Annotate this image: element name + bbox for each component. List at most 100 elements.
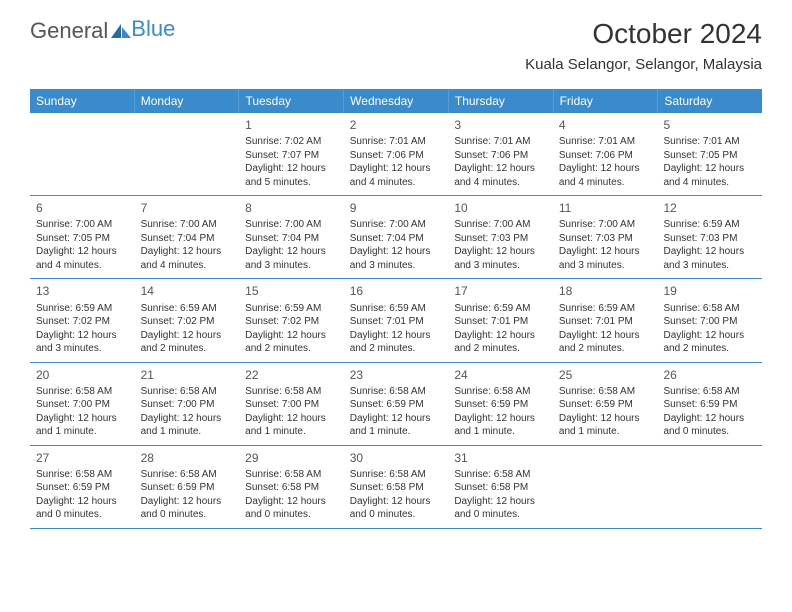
daylight-text: Daylight: 12 hours	[245, 162, 338, 176]
day-cell: 23Sunrise: 6:58 AMSunset: 6:59 PMDayligh…	[344, 363, 449, 445]
day-number: 29	[245, 450, 338, 466]
sunrise-text: Sunrise: 6:59 AM	[663, 218, 756, 232]
sunset-text: Sunset: 6:59 PM	[454, 398, 547, 412]
daylight-text: Daylight: 12 hours	[559, 245, 652, 259]
daylight-text: Daylight: 12 hours	[663, 329, 756, 343]
sunrise-text: Sunrise: 6:58 AM	[36, 385, 129, 399]
day-number: 6	[36, 200, 129, 216]
daylight-text: and 4 minutes.	[663, 176, 756, 190]
sunrise-text: Sunrise: 7:00 AM	[245, 218, 338, 232]
sunrise-text: Sunrise: 7:00 AM	[36, 218, 129, 232]
week-row: 6Sunrise: 7:00 AMSunset: 7:05 PMDaylight…	[30, 196, 762, 279]
daylight-text: and 3 minutes.	[559, 259, 652, 273]
daylight-text: Daylight: 12 hours	[559, 329, 652, 343]
day-number: 2	[350, 117, 443, 133]
daylight-text: Daylight: 12 hours	[454, 495, 547, 509]
day-cell: 9Sunrise: 7:00 AMSunset: 7:04 PMDaylight…	[344, 196, 449, 278]
day-number: 10	[454, 200, 547, 216]
daylight-text: and 1 minute.	[454, 425, 547, 439]
day-number: 23	[350, 367, 443, 383]
day-number: 14	[141, 283, 234, 299]
daylight-text: and 3 minutes.	[350, 259, 443, 273]
week-row: 27Sunrise: 6:58 AMSunset: 6:59 PMDayligh…	[30, 446, 762, 529]
daylight-text: Daylight: 12 hours	[36, 245, 129, 259]
day-cell	[30, 113, 135, 195]
sunrise-text: Sunrise: 7:00 AM	[559, 218, 652, 232]
day-number: 4	[559, 117, 652, 133]
calendar: Sunday Monday Tuesday Wednesday Thursday…	[30, 89, 762, 529]
day-cell: 10Sunrise: 7:00 AMSunset: 7:03 PMDayligh…	[448, 196, 553, 278]
sunset-text: Sunset: 7:00 PM	[245, 398, 338, 412]
sunrise-text: Sunrise: 7:00 AM	[350, 218, 443, 232]
sunrise-text: Sunrise: 7:02 AM	[245, 135, 338, 149]
sunrise-text: Sunrise: 6:59 AM	[350, 302, 443, 316]
daylight-text: and 1 minute.	[36, 425, 129, 439]
daylight-text: Daylight: 12 hours	[350, 162, 443, 176]
daylight-text: and 0 minutes.	[663, 425, 756, 439]
day-number: 17	[454, 283, 547, 299]
day-number: 9	[350, 200, 443, 216]
day-cell: 17Sunrise: 6:59 AMSunset: 7:01 PMDayligh…	[448, 279, 553, 361]
daylight-text: and 4 minutes.	[141, 259, 234, 273]
sunset-text: Sunset: 7:00 PM	[36, 398, 129, 412]
day-cell: 18Sunrise: 6:59 AMSunset: 7:01 PMDayligh…	[553, 279, 658, 361]
sunset-text: Sunset: 7:01 PM	[350, 315, 443, 329]
logo-text-1: General	[30, 18, 108, 44]
sunrise-text: Sunrise: 6:59 AM	[245, 302, 338, 316]
day-cell: 22Sunrise: 6:58 AMSunset: 7:00 PMDayligh…	[239, 363, 344, 445]
day-cell: 4Sunrise: 7:01 AMSunset: 7:06 PMDaylight…	[553, 113, 658, 195]
sunset-text: Sunset: 7:06 PM	[350, 149, 443, 163]
day-cell: 1Sunrise: 7:02 AMSunset: 7:07 PMDaylight…	[239, 113, 344, 195]
sunset-text: Sunset: 7:03 PM	[454, 232, 547, 246]
day-cell: 14Sunrise: 6:59 AMSunset: 7:02 PMDayligh…	[135, 279, 240, 361]
day-cell: 31Sunrise: 6:58 AMSunset: 6:58 PMDayligh…	[448, 446, 553, 528]
sunrise-text: Sunrise: 7:01 AM	[350, 135, 443, 149]
daylight-text: Daylight: 12 hours	[454, 245, 547, 259]
day-cell: 12Sunrise: 6:59 AMSunset: 7:03 PMDayligh…	[657, 196, 762, 278]
sunrise-text: Sunrise: 6:59 AM	[559, 302, 652, 316]
daylight-text: and 3 minutes.	[454, 259, 547, 273]
day-cell: 2 Sunrise: 7:01 AMSunset: 7:06 PMDaylight…	[344, 113, 449, 195]
sunset-text: Sunset: 7:04 PM	[141, 232, 234, 246]
weekday-friday: Friday	[554, 89, 659, 113]
day-cell: 26Sunrise: 6:58 AMSunset: 6:59 PMDayligh…	[657, 363, 762, 445]
sunset-text: Sunset: 7:04 PM	[245, 232, 338, 246]
sunset-text: Sunset: 6:58 PM	[245, 481, 338, 495]
sunset-text: Sunset: 7:07 PM	[245, 149, 338, 163]
day-cell	[657, 446, 762, 528]
weekday-sunday: Sunday	[30, 89, 135, 113]
daylight-text: Daylight: 12 hours	[141, 412, 234, 426]
sunrise-text: Sunrise: 6:58 AM	[559, 385, 652, 399]
day-number: 26	[663, 367, 756, 383]
day-number: 13	[36, 283, 129, 299]
sunset-text: Sunset: 6:59 PM	[663, 398, 756, 412]
day-number: 27	[36, 450, 129, 466]
daylight-text: Daylight: 12 hours	[350, 245, 443, 259]
daylight-text: and 1 minute.	[559, 425, 652, 439]
sunrise-text: Sunrise: 6:59 AM	[36, 302, 129, 316]
daylight-text: Daylight: 12 hours	[141, 329, 234, 343]
daylight-text: Daylight: 12 hours	[245, 245, 338, 259]
daylight-text: and 2 minutes.	[141, 342, 234, 356]
day-number: 20	[36, 367, 129, 383]
daylight-text: Daylight: 12 hours	[245, 329, 338, 343]
day-number: 22	[245, 367, 338, 383]
day-number: 11	[559, 200, 652, 216]
daylight-text: and 2 minutes.	[663, 342, 756, 356]
daylight-text: Daylight: 12 hours	[454, 412, 547, 426]
daylight-text: Daylight: 12 hours	[141, 495, 234, 509]
daylight-text: Daylight: 12 hours	[454, 162, 547, 176]
weekday-thursday: Thursday	[449, 89, 554, 113]
daylight-text: Daylight: 12 hours	[36, 495, 129, 509]
day-cell: 24Sunrise: 6:58 AMSunset: 6:59 PMDayligh…	[448, 363, 553, 445]
daylight-text: and 3 minutes.	[36, 342, 129, 356]
day-cell: 15Sunrise: 6:59 AMSunset: 7:02 PMDayligh…	[239, 279, 344, 361]
day-cell: 8Sunrise: 7:00 AMSunset: 7:04 PMDaylight…	[239, 196, 344, 278]
week-row: 1Sunrise: 7:02 AMSunset: 7:07 PMDaylight…	[30, 113, 762, 196]
week-row: 13Sunrise: 6:59 AMSunset: 7:02 PMDayligh…	[30, 279, 762, 362]
day-cell: 29Sunrise: 6:58 AMSunset: 6:58 PMDayligh…	[239, 446, 344, 528]
sunset-text: Sunset: 7:06 PM	[454, 149, 547, 163]
day-cell: 28Sunrise: 6:58 AMSunset: 6:59 PMDayligh…	[135, 446, 240, 528]
daylight-text: Daylight: 12 hours	[350, 412, 443, 426]
logo: General Blue	[30, 18, 175, 44]
